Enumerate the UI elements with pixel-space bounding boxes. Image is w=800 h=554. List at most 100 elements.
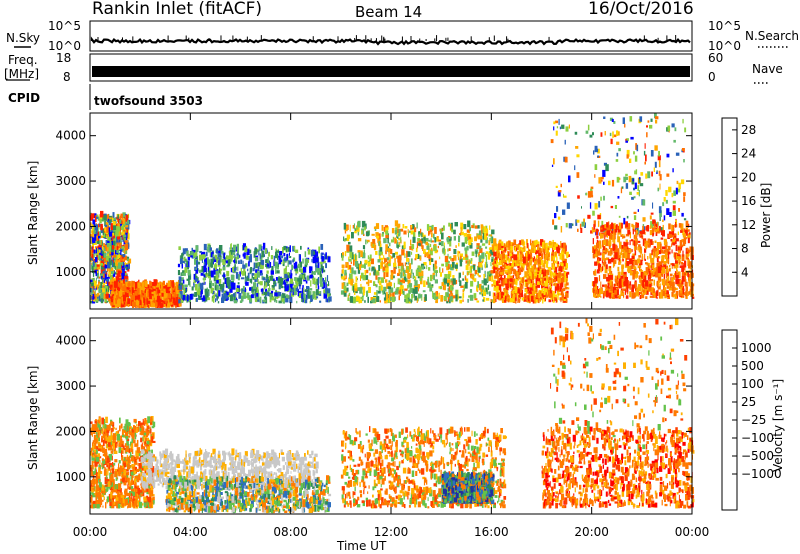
heatmap-cell: [269, 284, 270, 290]
heatmap-cell: [491, 275, 494, 282]
heatmap-cell: [434, 263, 437, 270]
heatmap-cell: [144, 290, 146, 293]
heatmap-cell: [533, 290, 536, 294]
heatmap-cell: [252, 277, 255, 280]
heatmap-cell: [112, 240, 116, 246]
heatmap-cell: [405, 298, 409, 304]
heatmap-cell: [137, 282, 141, 289]
heatmap-cell: [256, 249, 260, 252]
heatmap-cell: [540, 260, 544, 265]
heatmap-cell: [249, 268, 252, 274]
heatmap-cell: [301, 287, 304, 295]
heatmap-cell: [383, 297, 387, 301]
heatmap-cell: [102, 243, 105, 246]
heatmap-cell: [468, 295, 471, 298]
heatmap-cell: [391, 296, 395, 303]
heatmap-cell: [486, 274, 489, 282]
heatmap-cell: [544, 278, 547, 281]
heatmap-cell: [177, 298, 179, 303]
heatmap-cell: [235, 272, 239, 279]
heatmap-cell: [433, 233, 435, 239]
heatmap-cell: [255, 262, 258, 269]
heatmap-cell: [142, 293, 146, 298]
heatmap-cell: [516, 247, 518, 252]
heatmap-cell: [114, 302, 117, 308]
heatmap-cell: [566, 287, 570, 290]
heatmap-cell: [658, 225, 661, 233]
heatmap-cell: [502, 251, 505, 254]
heatmap-cell: [564, 295, 567, 298]
heatmap-cell: [393, 262, 397, 268]
heatmap-cell: [568, 175, 571, 183]
heatmap-cell: [124, 225, 129, 228]
heatmap-cell: [366, 290, 369, 297]
heatmap-cell: [342, 291, 345, 294]
heatmap-cell: [552, 219, 555, 225]
heatmap-cell: [149, 281, 153, 287]
heatmap-cell: [498, 262, 502, 266]
heatmap-cell: [93, 280, 97, 286]
heatmap-cell: [315, 284, 317, 289]
heatmap-cell: [540, 253, 544, 260]
heatmap-cell: [604, 131, 606, 136]
heatmap-cell: [155, 293, 158, 300]
heatmap-cell: [541, 273, 545, 278]
heatmap-cell: [344, 251, 347, 257]
heatmap-cell: [203, 274, 206, 278]
heatmap-cell: [600, 176, 604, 180]
heatmap-cell: [214, 254, 217, 258]
heatmap-cell: [469, 294, 474, 301]
heatmap-cell: [218, 247, 222, 250]
heatmap-cell: [537, 246, 539, 251]
heatmap-cell: [439, 256, 441, 260]
heatmap-cell: [181, 273, 184, 276]
heatmap-cell: [647, 171, 651, 179]
heatmap-cell: [317, 277, 320, 284]
heatmap-cell: [482, 299, 484, 302]
heatmap-cell: [459, 299, 463, 304]
heatmap-cell: [215, 298, 217, 303]
heatmap-cell: [198, 269, 202, 273]
heatmap-cell: [138, 285, 140, 291]
heatmap-cell: [224, 278, 227, 284]
heatmap-cell: [438, 242, 442, 246]
heatmap-cell: [543, 288, 547, 294]
heatmap-cell: [656, 171, 658, 174]
heatmap-cell: [284, 257, 288, 262]
heatmap-cell: [113, 249, 116, 257]
heatmap-cell: [533, 247, 536, 254]
freq-tick-high: 18: [56, 51, 71, 65]
heatmap-cell: [288, 252, 290, 256]
heatmap-cell: [256, 248, 258, 254]
heatmap-cell: [280, 286, 284, 289]
heatmap-cell: [526, 239, 528, 245]
heatmap-cell: [413, 293, 415, 298]
heatmap-cell: [349, 245, 353, 252]
heatmap-cell: [284, 282, 287, 288]
heatmap-cell: [302, 285, 304, 289]
heatmap-cell: [321, 255, 324, 262]
heatmap-cell: [405, 269, 409, 273]
heatmap-cell: [107, 280, 109, 287]
nsky-right-ticks: 10^5 10^0: [708, 19, 741, 53]
heatmap-cell: [140, 282, 142, 288]
heatmap-cell: [619, 177, 621, 180]
heatmap-cell: [436, 238, 439, 242]
heatmap-cell: [92, 242, 94, 249]
heatmap-cell: [526, 250, 529, 257]
heatmap-cell: [446, 266, 450, 271]
heatmap-cell: [535, 288, 538, 293]
heatmap-cell: [205, 295, 208, 302]
heatmap-cell: [658, 206, 662, 214]
heatmap-cell: [640, 172, 644, 176]
heatmap-cell: [325, 299, 328, 303]
heatmap-cell: [534, 240, 537, 246]
heatmap-cell: [504, 259, 507, 266]
heatmap-cell: [478, 255, 482, 263]
heatmap-cell: [373, 226, 376, 229]
heatmap-cell: [131, 280, 135, 288]
heatmap-cell: [521, 266, 524, 273]
heatmap-cell: [123, 235, 126, 240]
heatmap-cell: [201, 258, 203, 263]
heatmap-cell: [481, 243, 486, 246]
